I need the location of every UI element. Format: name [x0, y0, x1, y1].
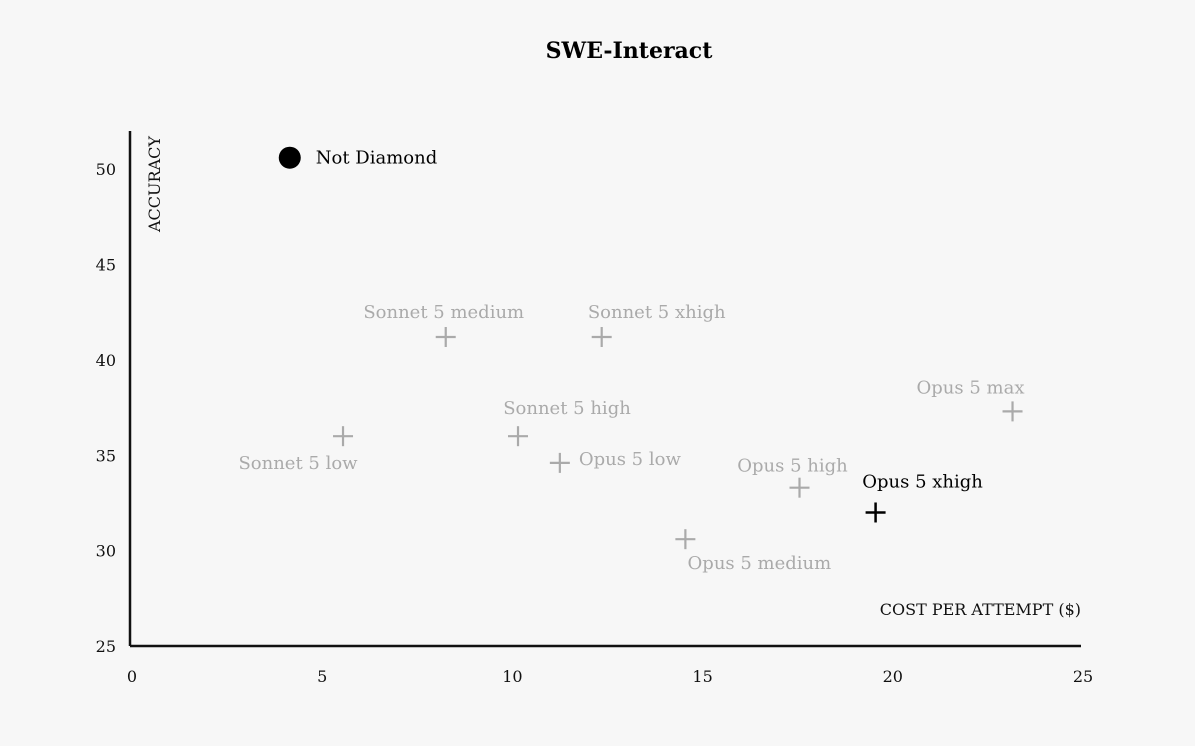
y-tick-label: 35 [96, 446, 116, 465]
chart-title: SWE-Interact [546, 38, 714, 64]
point-label: Sonnet 5 high [503, 398, 631, 419]
y-tick-label: 50 [96, 160, 116, 179]
point-not-diamond: Not Diamond [278, 146, 437, 169]
point-opus-5-low: Opus 5 low [549, 449, 682, 473]
y-tick-label: 25 [96, 637, 116, 656]
point-sonnet-5-xhigh: Sonnet 5 xhigh [588, 302, 726, 347]
point-sonnet-5-low: Sonnet 5 low [238, 426, 358, 474]
point-marker [278, 146, 301, 169]
y-tick-label: 40 [96, 351, 116, 370]
x-tick-label: 5 [317, 667, 327, 686]
point-label: Sonnet 5 medium [363, 302, 524, 323]
x-tick-label: 0 [127, 667, 137, 686]
point-opus-5-high: Opus 5 high [737, 456, 848, 498]
x-tick-label: 10 [502, 667, 522, 686]
point-sonnet-5-high: Sonnet 5 high [503, 398, 631, 447]
x-tick-label: 25 [1073, 667, 1093, 686]
point-label: Opus 5 high [737, 456, 848, 477]
y-tick-label: 45 [96, 256, 116, 275]
point-label: Sonnet 5 low [238, 453, 358, 474]
point-opus-5-medium: Opus 5 medium [675, 529, 831, 574]
point-opus-5-xhigh: Opus 5 xhigh [862, 471, 983, 523]
point-sonnet-5-medium: Sonnet 5 medium [363, 302, 524, 347]
point-label: Opus 5 medium [688, 553, 832, 574]
point-label: Opus 5 max [917, 377, 1025, 398]
x-ticks: 0 5 10 15 20 25 [127, 667, 1093, 686]
point-opus-5-max: Opus 5 max [917, 377, 1025, 422]
x-tick-label: 15 [692, 667, 712, 686]
x-tick-label: 20 [883, 667, 903, 686]
point-label: Opus 5 low [579, 449, 682, 470]
point-label: Sonnet 5 xhigh [588, 302, 726, 323]
y-ticks: 25 30 35 40 45 50 [96, 160, 116, 656]
x-axis-label: COST PER ATTEMPT ($) [880, 600, 1081, 619]
point-label: Not Diamond [316, 148, 437, 169]
y-axis-label: ACCURACY [145, 136, 164, 233]
point-label: Opus 5 xhigh [862, 471, 983, 492]
y-tick-label: 30 [96, 542, 116, 561]
data-points: Not Diamond Sonnet 5 medium Sonnet 5 xhigh… [238, 146, 1025, 574]
